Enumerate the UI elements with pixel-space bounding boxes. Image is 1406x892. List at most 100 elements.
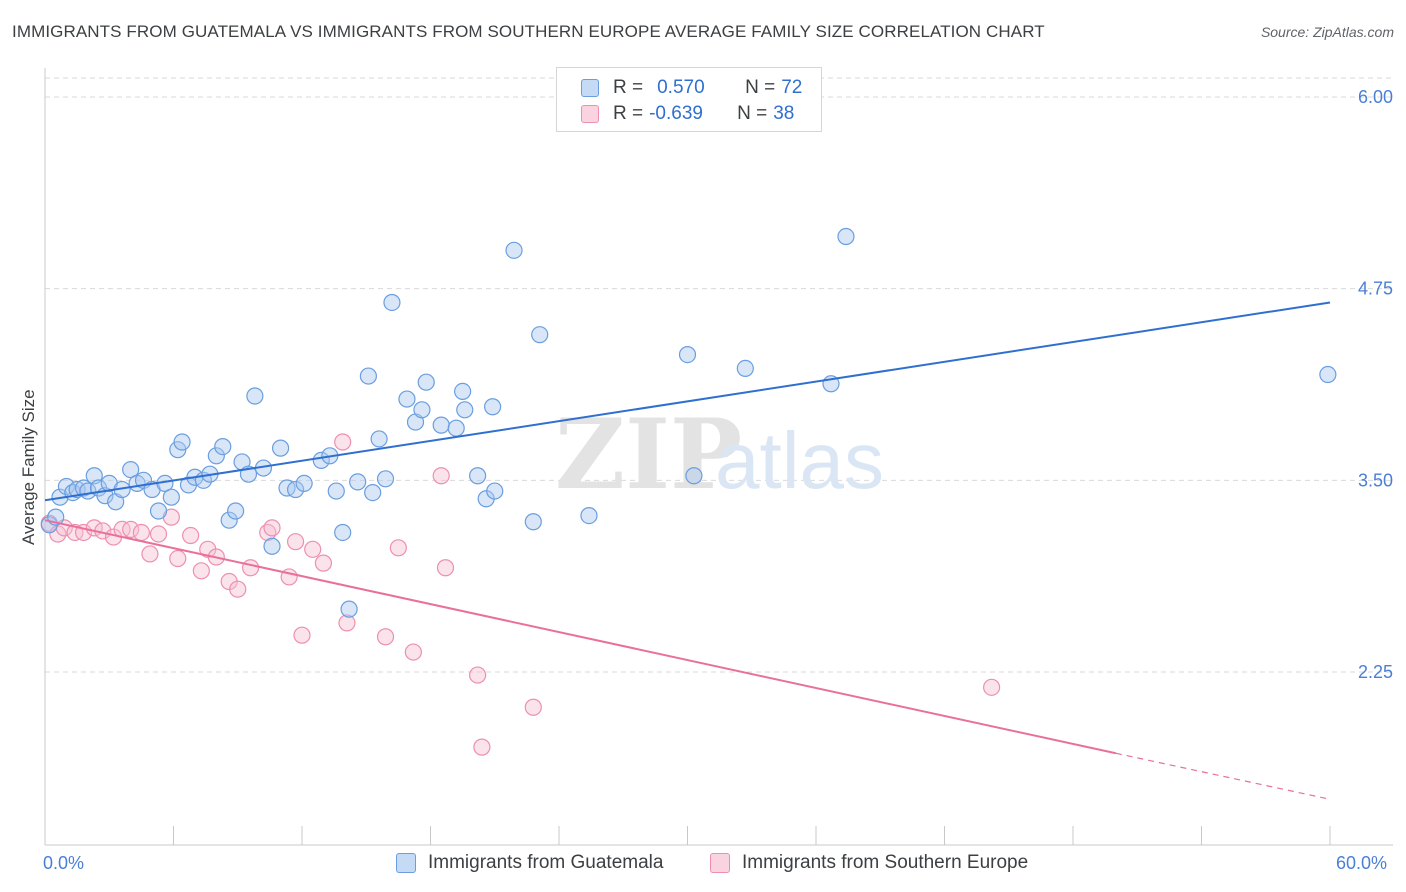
data-point-guatemala <box>417 373 435 391</box>
bottom-legend-swatch-blue <box>396 853 416 873</box>
data-point-guatemala <box>364 484 382 502</box>
data-point-guatemala <box>68 480 86 499</box>
data-point-southern-europe <box>132 523 150 542</box>
data-point-guatemala <box>220 511 238 529</box>
data-point-guatemala <box>413 401 431 419</box>
data-point-guatemala <box>214 438 232 456</box>
data-point-guatemala <box>1319 365 1337 384</box>
data-point-southern-europe <box>432 467 450 485</box>
legend-n-value: 72 <box>781 77 803 98</box>
data-point-guatemala <box>349 473 367 491</box>
bottom-legend-label: Immigrants from Guatemala <box>428 852 664 873</box>
data-point-guatemala <box>484 398 502 416</box>
chart-title: IMMIGRANTS FROM GUATEMALA VS IMMIGRANTS … <box>12 22 1045 41</box>
bottom-legend-guatemala[interactable]: Immigrants from Guatemala <box>396 852 663 874</box>
data-point-southern-europe <box>192 562 210 580</box>
data-point-southern-europe <box>229 580 247 598</box>
data-point-guatemala <box>454 382 472 400</box>
data-point-guatemala <box>469 467 487 485</box>
legend-r-label: R = <box>613 77 644 98</box>
data-point-guatemala <box>376 470 395 488</box>
y-tick-label: 6.00 <box>1358 87 1393 107</box>
data-point-guatemala <box>447 419 465 437</box>
watermark-atlas: atlas <box>715 416 884 505</box>
data-point-southern-europe <box>169 549 187 568</box>
data-point-southern-europe <box>182 526 200 545</box>
data-point-guatemala <box>736 359 754 377</box>
legend-n-label: N = <box>745 77 776 98</box>
data-point-guatemala <box>432 416 450 434</box>
data-point-southern-europe <box>469 666 487 684</box>
bottom-legend-swatch-pink <box>710 853 730 873</box>
y-tick-label: 4.75 <box>1358 279 1393 299</box>
data-point-southern-europe <box>338 614 356 632</box>
bottom-legend-label: Immigrants from Southern Europe <box>742 852 1029 873</box>
data-point-southern-europe <box>436 559 455 577</box>
data-point-guatemala <box>580 506 598 525</box>
data-point-guatemala <box>246 387 264 405</box>
data-point-guatemala <box>271 439 290 457</box>
data-point-southern-europe <box>304 540 322 558</box>
data-point-southern-europe <box>286 533 305 551</box>
data-point-southern-europe <box>983 678 1001 696</box>
data-point-southern-europe <box>524 698 542 716</box>
data-point-southern-europe <box>122 520 140 539</box>
data-point-southern-europe <box>376 628 395 646</box>
data-point-southern-europe <box>141 545 159 563</box>
data-point-guatemala <box>162 488 180 506</box>
correlation-legend: R = 0.570 N = 72 R = -0.639 N = 38 <box>556 67 822 132</box>
data-point-guatemala <box>524 513 542 531</box>
data-point-guatemala <box>278 479 296 497</box>
data-point-guatemala <box>122 461 140 479</box>
data-point-southern-europe <box>334 433 352 451</box>
data-point-southern-europe <box>149 525 168 543</box>
legend-r-value: 0.570 <box>657 77 705 98</box>
data-point-guatemala <box>685 467 703 485</box>
data-point-guatemala <box>173 433 191 451</box>
data-point-guatemala <box>286 480 305 499</box>
data-point-guatemala <box>359 367 377 385</box>
data-point-guatemala <box>678 346 697 364</box>
data-point-guatemala <box>531 326 549 344</box>
data-point-guatemala <box>340 600 358 618</box>
data-point-guatemala <box>263 537 281 555</box>
y-tick-label: 2.25 <box>1358 662 1393 682</box>
data-point-southern-europe <box>49 525 67 543</box>
data-point-southern-europe <box>314 554 333 572</box>
x-tick-label-min: 0.0% <box>43 853 85 873</box>
gridlines <box>45 77 1393 673</box>
data-point-guatemala <box>837 227 855 246</box>
data-point-guatemala <box>505 241 523 259</box>
legend-n-label: N = <box>737 103 768 124</box>
legend-n-value: 38 <box>773 103 795 124</box>
data-point-southern-europe <box>389 539 407 557</box>
data-point-southern-europe <box>293 626 311 644</box>
trendlines <box>44 301 1331 800</box>
legend-swatch-blue <box>581 79 599 97</box>
data-point-guatemala <box>334 523 352 542</box>
trendline-southern-europe-extension <box>1115 752 1331 800</box>
source-credit: Source: ZipAtlas.com <box>1260 24 1394 40</box>
data-point-guatemala <box>486 482 504 500</box>
data-point-guatemala <box>370 430 388 448</box>
x-tick-label-max: 60.0% <box>1336 853 1388 873</box>
data-point-guatemala <box>327 482 345 500</box>
data-point-guatemala <box>207 447 225 465</box>
legend-swatch-pink <box>581 105 599 123</box>
data-point-southern-europe <box>263 519 281 537</box>
data-point-guatemala <box>57 477 76 496</box>
legend-r-value: -0.639 <box>649 103 703 124</box>
trendline-southern-europe <box>44 519 1117 755</box>
data-point-guatemala <box>149 502 168 520</box>
legend-row-guatemala: R = 0.570 N = 72 <box>581 76 802 100</box>
y-tick-label: 3.50 <box>1358 470 1393 490</box>
y-tick-labels: 2.25 3.50 4.75 6.00 <box>1358 87 1393 682</box>
bottom-legend-southern-europe[interactable]: Immigrants from Southern Europe <box>710 852 1028 874</box>
data-point-southern-europe <box>473 738 491 756</box>
legend-r-label: R = <box>613 103 644 124</box>
axes <box>44 68 1393 846</box>
trendline-guatemala <box>44 301 1331 502</box>
data-point-southern-europe <box>242 559 260 577</box>
data-point-guatemala <box>295 474 313 492</box>
